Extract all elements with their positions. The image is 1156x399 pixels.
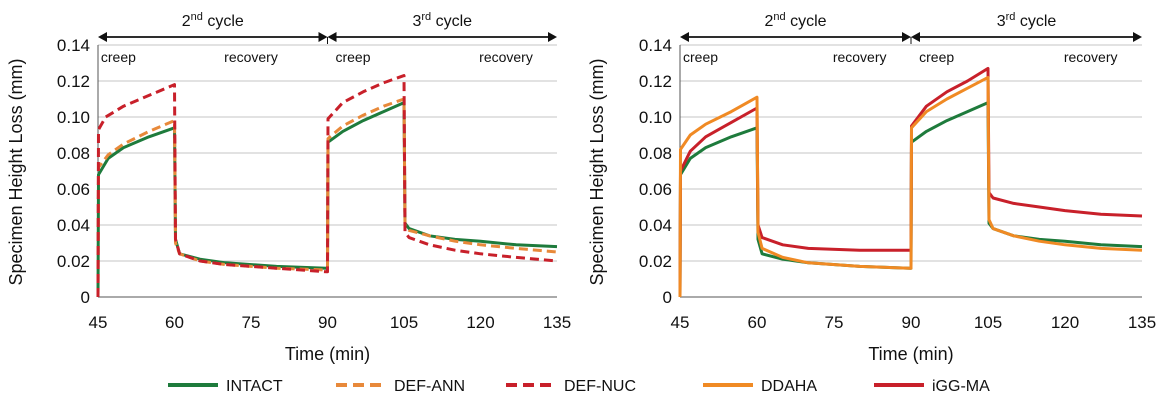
- legend-label-def-ann: DEF-ANN: [394, 378, 465, 395]
- x-tick-label: 60: [748, 313, 767, 332]
- y-tick-label: 0.08: [639, 144, 672, 163]
- cycle-label-number: 2: [764, 13, 773, 30]
- x-tick-label: 135: [1128, 313, 1156, 332]
- y-tick-label: 0.02: [57, 252, 90, 271]
- legend-label-igg-ma: iGG-MA: [932, 378, 990, 395]
- cycle-label-ordinal: rd: [1006, 11, 1016, 23]
- cycle-label-number: 3: [997, 13, 1006, 30]
- legend-label-def-nuc: DEF-NUC: [564, 378, 636, 395]
- y-tick-label: 0.14: [57, 36, 90, 55]
- y-tick-label: 0: [663, 288, 672, 307]
- cycle-label-text: cycle: [786, 13, 827, 30]
- x-axis-label: Time (min): [285, 344, 370, 364]
- phase-label: creep: [101, 49, 136, 65]
- y-tick-label: 0.10: [639, 108, 672, 127]
- cycle-label-number: 2: [182, 13, 191, 30]
- cycle-label-ordinal: rd: [421, 11, 431, 23]
- y-tick-label: 0.08: [57, 144, 90, 163]
- x-tick-label: 90: [318, 313, 337, 332]
- cycle-label-text: cycle: [1015, 13, 1056, 30]
- legend-label-intact: INTACT: [226, 378, 283, 395]
- cycle-label-ordinal: nd: [773, 11, 785, 23]
- phase-label: creep: [335, 49, 370, 65]
- x-axis-label: Time (min): [868, 344, 953, 364]
- legend-label-ddaha: DDAHA: [761, 378, 817, 395]
- series-line-def-nuc: [96, 74, 558, 298]
- phase-label: creep: [919, 49, 954, 65]
- cycle-label-text: cycle: [431, 13, 472, 30]
- cycle-label-number: 3: [412, 13, 421, 30]
- chart-panel-2: 0 0.02 0.04 0.06 0.08 0.10 0.12 0.14 45 60 75 90 105…: [587, 11, 1156, 364]
- y-tick-label: 0.12: [639, 72, 672, 91]
- phase-label: recovery: [224, 49, 278, 65]
- cycle-arrow-head-right: [902, 32, 911, 42]
- cycle-label: 2nd cycle: [764, 11, 826, 30]
- cycle-label: 3rd cycle: [997, 11, 1057, 30]
- x-tick-label: 105: [390, 313, 418, 332]
- cycle-label-text: cycle: [203, 13, 244, 30]
- cycle-label: 3rd cycle: [412, 11, 472, 30]
- y-axis-label: Specimen Height Loss (mm): [6, 58, 26, 285]
- y-tick-label: 0.10: [57, 108, 90, 127]
- y-tick-label: 0.06: [57, 180, 90, 199]
- x-tick-label: 105: [974, 313, 1002, 332]
- y-tick-label: 0.04: [639, 216, 672, 235]
- y-axis-label: Specimen Height Loss (mm): [587, 58, 607, 285]
- x-tick-label: 45: [89, 313, 108, 332]
- cycle-arrow-head-right: [548, 32, 557, 42]
- y-tick-label: 0: [81, 288, 90, 307]
- series-line-def-ann: [96, 97, 558, 298]
- phase-label: creep: [683, 49, 718, 65]
- x-tick-label: 90: [902, 313, 921, 332]
- y-tick-label: 0.02: [639, 252, 672, 271]
- phase-label: recovery: [1064, 49, 1118, 65]
- y-tick-label: 0.04: [57, 216, 90, 235]
- cycle-arrow-head-left: [98, 32, 107, 42]
- cycle-label-ordinal: nd: [191, 11, 203, 23]
- cycle-label: 2nd cycle: [182, 11, 244, 30]
- x-tick-label: 75: [825, 313, 844, 332]
- x-tick-label: 45: [671, 313, 690, 332]
- chart-panel-1: 0 0.02 0.04 0.06 0.08 0.10 0.12 0.14 45 60 75 90 105…: [6, 11, 571, 364]
- y-tick-label: 0.14: [639, 36, 672, 55]
- phase-label: recovery: [479, 49, 533, 65]
- cycle-arrow-head-left: [680, 32, 689, 42]
- cycle-arrow-head-right: [318, 32, 328, 42]
- x-tick-label: 120: [1051, 313, 1079, 332]
- x-tick-label: 120: [466, 313, 494, 332]
- x-tick-label: 75: [242, 313, 261, 332]
- y-tick-label: 0.06: [639, 180, 672, 199]
- legend: INTACT DEF-ANN DEF-NUC DDAHA iGG-MA: [168, 378, 990, 395]
- cycle-arrow-head-left: [911, 32, 920, 42]
- series-line-ddaha: [678, 75, 1143, 298]
- cycle-arrow-head-left: [327, 32, 337, 42]
- cycle-arrow-head-right: [1133, 32, 1142, 42]
- phase-label: recovery: [833, 49, 887, 65]
- x-tick-label: 135: [543, 313, 571, 332]
- y-tick-label: 0.12: [57, 72, 90, 91]
- x-tick-label: 60: [165, 313, 184, 332]
